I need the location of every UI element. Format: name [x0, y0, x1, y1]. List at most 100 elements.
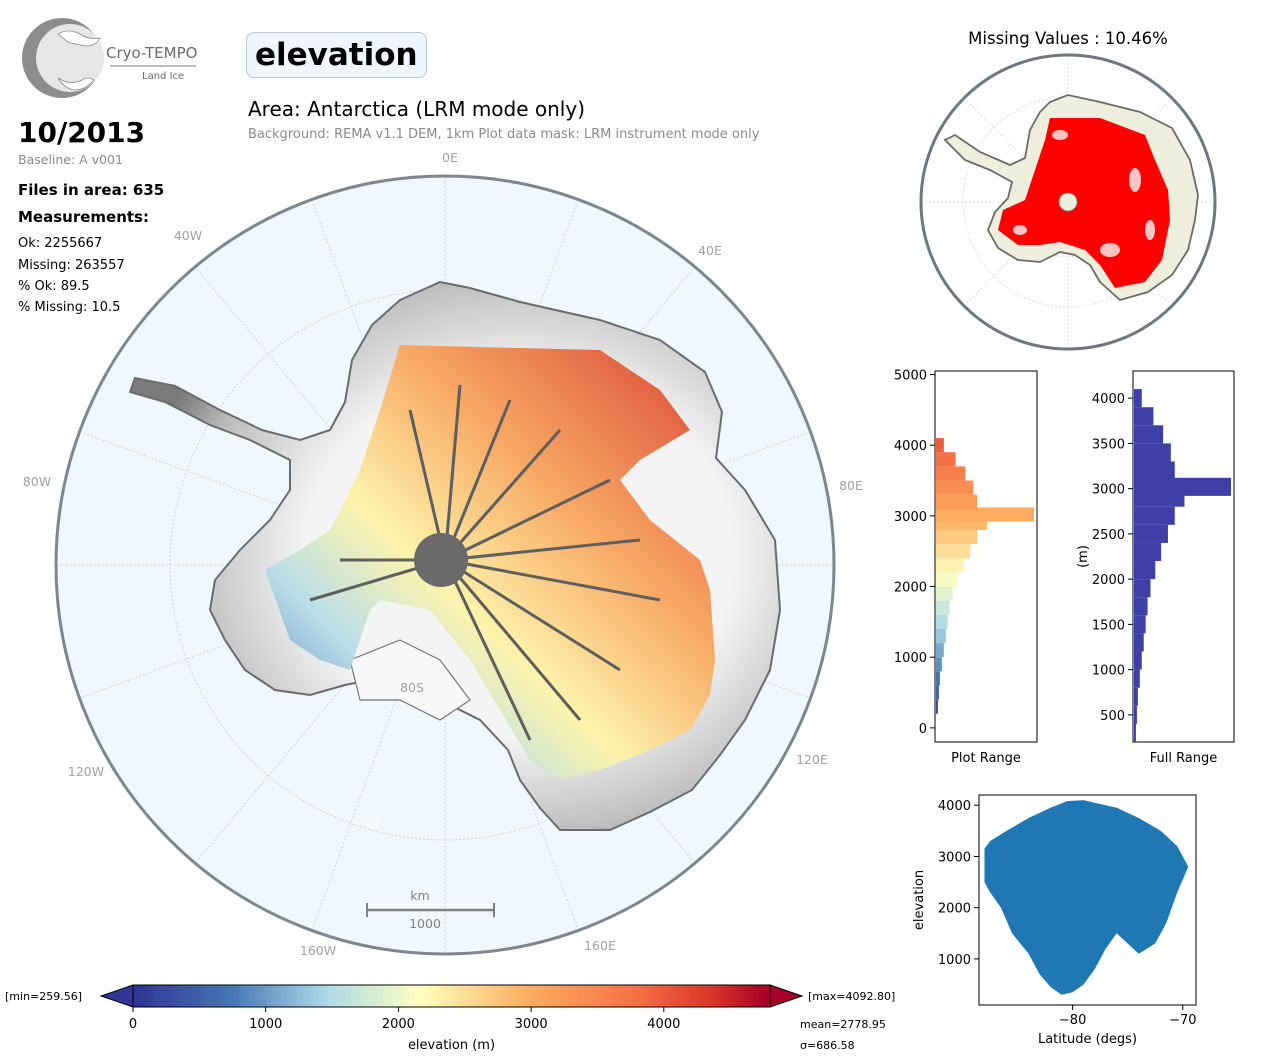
colorbar-segment — [355, 985, 362, 1007]
colorbar-segment — [377, 985, 384, 1007]
colorbar-max-label: [max=4092.80] — [808, 990, 895, 1003]
colorbar-segment — [159, 985, 166, 1007]
hist-full-bar — [1134, 687, 1138, 706]
colorbar-segment — [228, 985, 235, 1007]
hist-plot-ytick-label: 3000 — [894, 510, 927, 525]
scatter-ytick-label: 3000 — [938, 850, 971, 865]
colorbar-segment — [170, 985, 177, 1007]
colorbar-segment — [610, 985, 617, 1007]
colorbar-segment — [148, 985, 155, 1007]
hist-full-bar — [1134, 615, 1146, 634]
hist-full-ytick-label: 500 — [1100, 709, 1125, 724]
lon-label-40w: 40W — [174, 228, 202, 243]
colorbar-segment — [265, 985, 272, 1007]
scatter-ytick-label: 2000 — [938, 902, 971, 917]
hist-full-bar — [1134, 389, 1142, 408]
histogram-full-range: 500 1000 1500 2000 2500 3000 3500 4000 Full Rang… — [1076, 370, 1235, 766]
lon-label-160w: 160W — [300, 943, 336, 958]
hist-plot-bar — [936, 586, 953, 601]
colorbar-segment — [727, 985, 734, 1007]
colorbar-segment — [589, 985, 596, 1007]
colorbar-segment — [568, 985, 575, 1007]
colorbar-segment — [186, 985, 192, 1007]
scatter-ytick-label: 4000 — [938, 799, 971, 814]
colorbar-segment — [706, 985, 713, 1007]
hist-full-bar — [1134, 579, 1151, 598]
colorbar-segment — [414, 985, 421, 1007]
colorbar-segment — [557, 985, 564, 1007]
colorbar-segment — [366, 985, 373, 1007]
elevation-latitude-scatter: −80 −70 1000 2000 3000 4000 Latitude (degs) ele… — [912, 794, 1197, 1047]
colorbar-segment — [663, 985, 670, 1007]
variable-title: elevation — [246, 32, 427, 78]
scalebar-value: 1000 — [409, 916, 441, 931]
colorbar-min-label: [min=259.56] — [5, 990, 82, 1003]
hist-full-bar — [1134, 651, 1142, 670]
hist-full-bar — [1134, 506, 1175, 525]
colorbar-segment — [462, 985, 469, 1007]
colorbar-segment — [302, 985, 309, 1007]
missing-count: Missing: 263557 — [18, 258, 125, 273]
hist-full-bar — [1134, 524, 1168, 543]
scale-bar: km 1000 — [366, 888, 495, 931]
colorbar-segment — [255, 985, 261, 1007]
hist-full-ytick-label: 1000 — [1092, 664, 1125, 679]
colorbar-segment — [578, 985, 585, 1007]
hist-full-bar — [1134, 443, 1171, 462]
colorbar-segment — [249, 985, 256, 1007]
colorbar-segment — [329, 985, 336, 1007]
hist-full-bar — [1134, 705, 1137, 724]
hist-full-ytick-label: 2500 — [1092, 528, 1125, 543]
colorbar-segment — [695, 985, 702, 1007]
colorbar-segment — [202, 985, 208, 1007]
colorbar-segment — [488, 985, 495, 1007]
colorbar-segment — [536, 985, 543, 1007]
colorbar-segment — [647, 985, 654, 1007]
colorbar-segment — [340, 985, 346, 1007]
colorbar-tick-label: 0 — [129, 1017, 137, 1032]
hist-full-ylabel: (m) — [1076, 545, 1091, 568]
pct-ok: % Ok: 89.5 — [18, 279, 90, 294]
colorbar-segment — [446, 985, 453, 1007]
lon-label-120w: 120W — [68, 764, 104, 779]
baseline-label: Baseline: A v001 — [18, 152, 123, 167]
hist-plot-bar — [936, 699, 938, 714]
hist-plot-bar — [936, 628, 946, 644]
lon-label-80w: 80W — [23, 474, 51, 489]
colorbar-segment — [679, 985, 686, 1007]
colorbar-segment — [637, 985, 644, 1007]
colorbar-segment — [334, 985, 341, 1007]
hist-full-bar — [1134, 425, 1164, 444]
colorbar-segment — [716, 985, 723, 1007]
colorbar-segment — [515, 985, 522, 1007]
colorbar-segment — [732, 985, 739, 1007]
colorbar-segment — [541, 985, 548, 1007]
hist-plot-bar — [936, 438, 944, 453]
hist-full-ytick-label: 3500 — [1092, 437, 1125, 452]
lon-label-80e: 80E — [839, 478, 863, 493]
colorbar-segment — [281, 985, 288, 1007]
colorbar-segment — [440, 985, 447, 1007]
hist-full-xlabel: Full Range — [1150, 751, 1218, 766]
hist-plot-ytick-label: 5000 — [894, 369, 927, 384]
hist-plot-bar — [936, 494, 978, 509]
scatter-points — [984, 800, 1189, 995]
colorbar-segment — [435, 985, 442, 1007]
colorbar-segment — [653, 985, 660, 1007]
colorbar-tick-label: 4000 — [647, 1017, 680, 1032]
colorbar-segment — [722, 985, 729, 1007]
colorbar-segment — [621, 985, 628, 1007]
colorbar-segment — [244, 985, 251, 1007]
colorbar-segment — [239, 985, 246, 1007]
colorbar-segment — [738, 985, 745, 1007]
hist-plot-bar — [936, 572, 958, 587]
colorbar-segment — [419, 985, 426, 1007]
pole-hole — [414, 533, 468, 587]
hist-full-bar — [1134, 561, 1156, 580]
colorbar-tick-label: 2000 — [382, 1017, 415, 1032]
colorbar-segment — [409, 985, 415, 1007]
lon-label-160e: 160E — [584, 938, 616, 953]
colorbar-segment — [690, 985, 697, 1007]
hist-plot-bar — [936, 643, 944, 658]
colorbar-segment — [547, 985, 553, 1007]
